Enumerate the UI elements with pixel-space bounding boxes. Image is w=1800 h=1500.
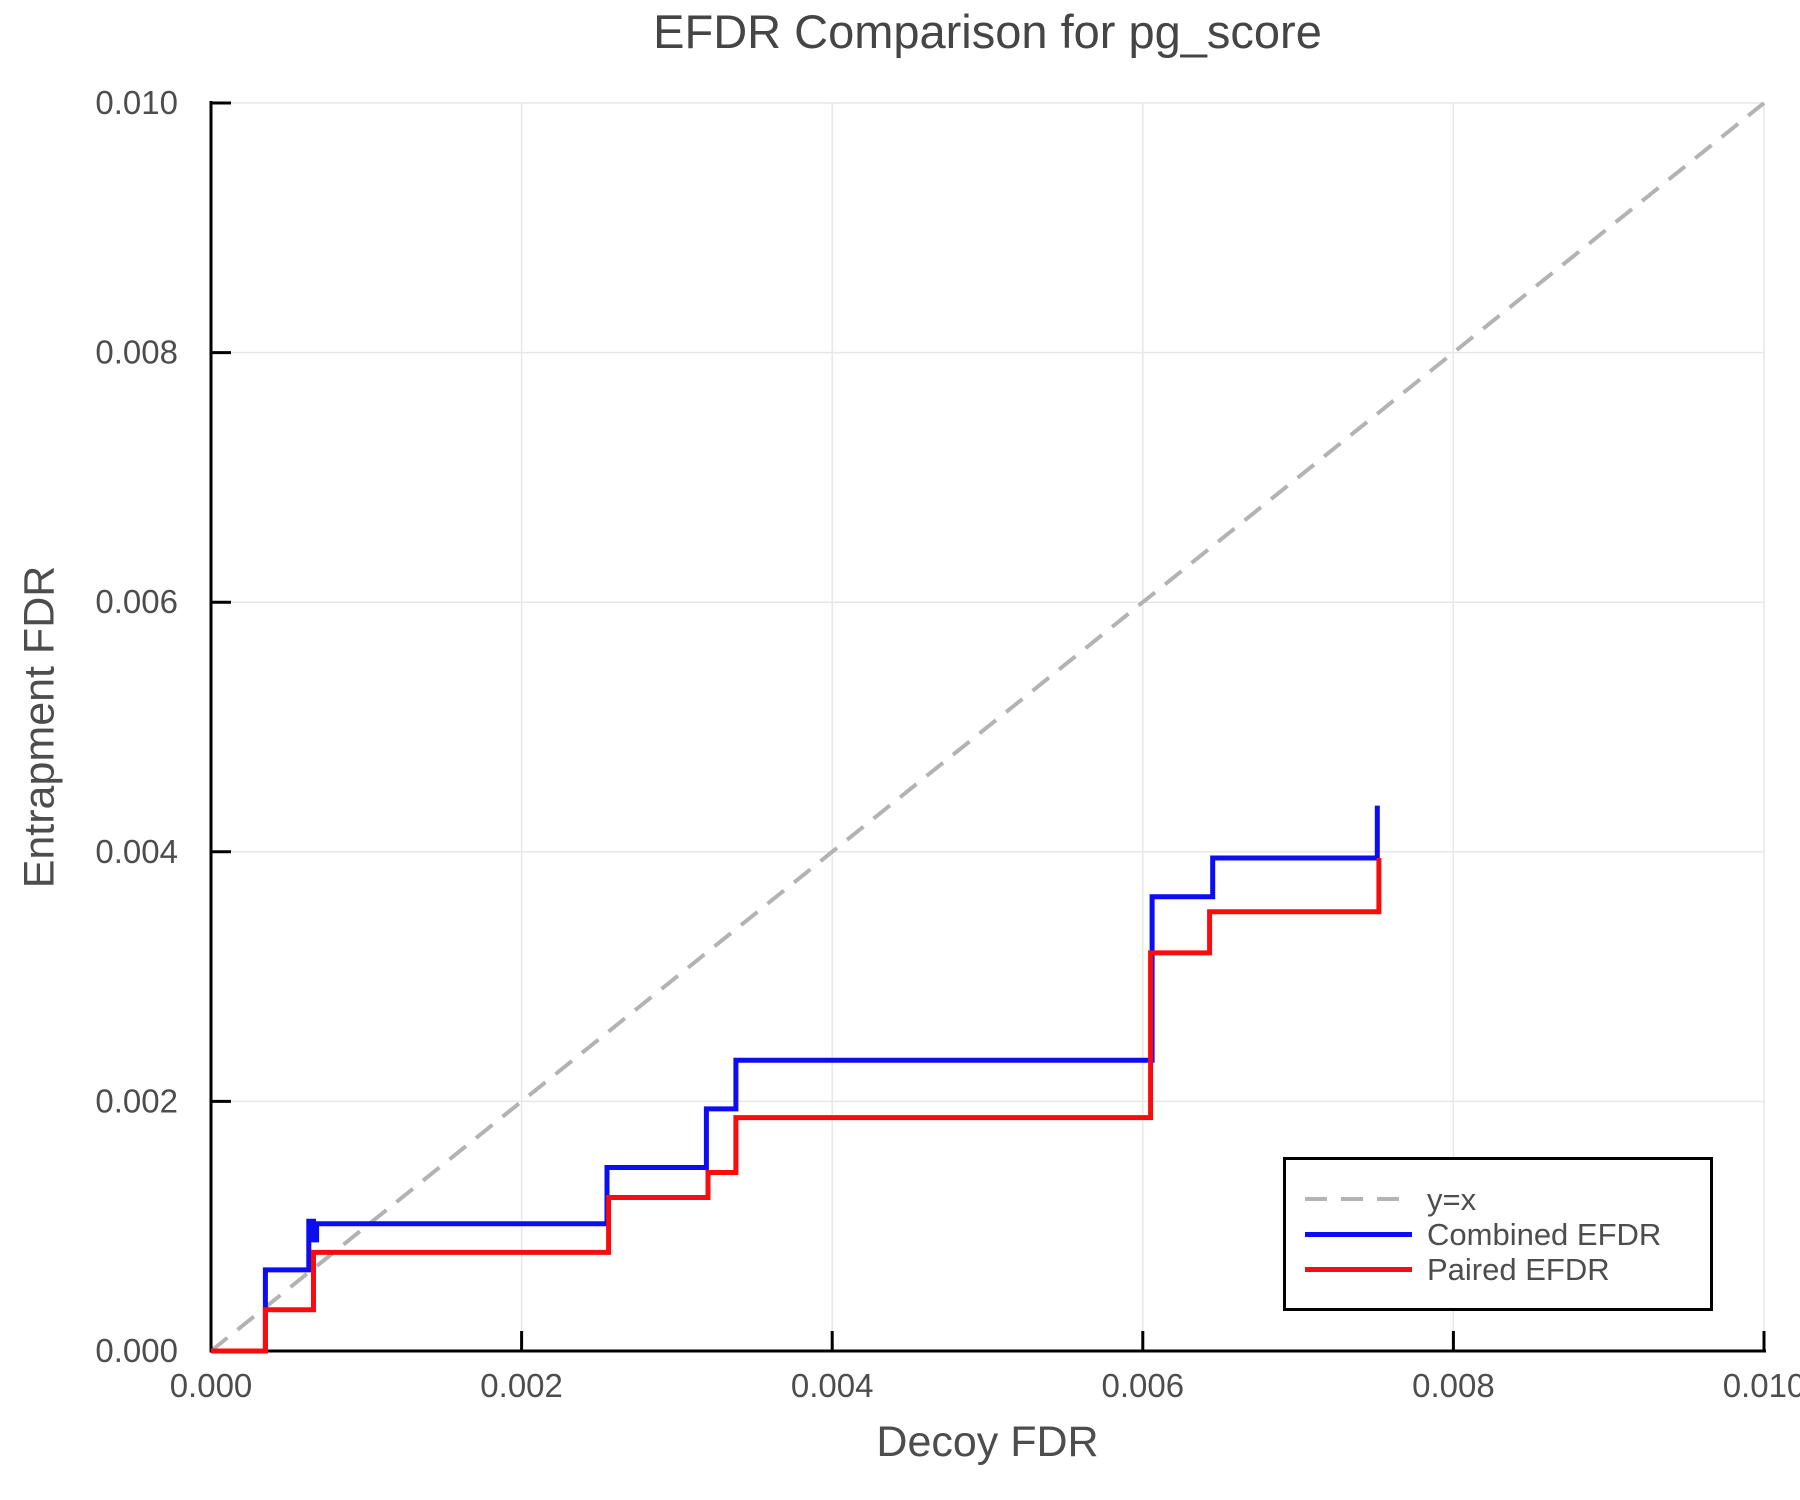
y-tick-label: 0.004 [95, 833, 178, 870]
x-tick-label: 0.002 [480, 1367, 563, 1404]
x-tick-label: 0.006 [1102, 1367, 1185, 1404]
legend-box: y=x Combined EFDR Paired EFDR [1283, 1157, 1713, 1311]
legend-label-paired-efdr: Paired EFDR [1427, 1251, 1610, 1287]
legend-label-combined-efdr: Combined EFDR [1427, 1216, 1662, 1252]
paired-efdr-line-sample [1305, 1266, 1412, 1272]
legend-item-paired-efdr: Paired EFDR [1305, 1252, 1710, 1287]
x-tick-label: 0.010 [1723, 1367, 1800, 1404]
combined-efdr-line [211, 805, 1380, 1354]
legend-label-yx: y=x [1427, 1181, 1477, 1217]
yx-reference-line [209, 101, 1766, 1353]
legend-item-yx: y=x [1305, 1182, 1710, 1217]
y-tick-label: 0.006 [95, 583, 178, 620]
x-tick-label: 0.000 [170, 1367, 253, 1404]
y-tick-label: 0.000 [95, 1332, 178, 1369]
y-tick-label: 0.010 [95, 84, 178, 121]
paired-efdr-line [211, 858, 1382, 1354]
x-tick-label: 0.004 [791, 1367, 874, 1404]
yx-line-sample [1305, 1197, 1412, 1201]
legend-item-combined-efdr: Combined EFDR [1305, 1217, 1710, 1252]
y-axis-label: Entrapment FDR [15, 565, 64, 889]
y-tick-label: 0.002 [95, 1082, 178, 1119]
x-tick-label: 0.008 [1412, 1367, 1495, 1404]
combined-efdr-line-sample [1305, 1231, 1412, 1237]
chart-title: EFDR Comparison for pg_score [653, 5, 1322, 58]
x-axis-label: Decoy FDR [876, 1418, 1099, 1466]
y-tick-label: 0.008 [95, 334, 178, 371]
